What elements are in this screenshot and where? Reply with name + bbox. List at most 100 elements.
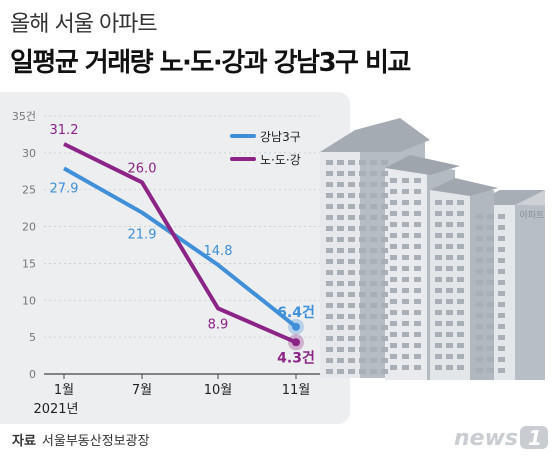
building-window [414, 222, 421, 227]
building-window [414, 211, 421, 216]
building-window [348, 248, 355, 253]
building-window [359, 204, 366, 209]
building-window [390, 255, 397, 260]
building-window [402, 277, 409, 282]
building-window [390, 299, 397, 304]
building-window [487, 247, 494, 252]
building-window [381, 226, 388, 231]
building-window [457, 365, 464, 370]
building-window [487, 368, 494, 373]
building-window [381, 248, 388, 253]
building-window [457, 310, 464, 315]
building-window [476, 291, 483, 296]
building-window [435, 266, 442, 271]
building-window [498, 258, 505, 263]
building-window [337, 215, 344, 220]
building-window [326, 314, 333, 319]
building-window [435, 343, 442, 348]
building-window [348, 325, 355, 330]
building-window [498, 247, 505, 252]
building-window [381, 369, 388, 374]
source-text: 서울부동산정보광장 [41, 434, 150, 449]
building-window [402, 200, 409, 205]
building-window [476, 302, 483, 307]
building-window [476, 214, 483, 219]
building-window [326, 292, 333, 297]
building-window [326, 270, 333, 275]
building-window [381, 204, 388, 209]
building-window [381, 303, 388, 308]
building-window [348, 336, 355, 341]
building-window [381, 270, 388, 275]
y-tick-label: 25 [22, 184, 36, 197]
building-window [370, 281, 377, 286]
building-window [498, 324, 505, 329]
building-window [390, 343, 397, 348]
building-window [457, 244, 464, 249]
building-window [487, 214, 494, 219]
building-window [359, 182, 366, 187]
building-window [359, 248, 366, 253]
building-window [476, 335, 483, 340]
building-window [487, 346, 494, 351]
building-window [414, 299, 421, 304]
building-window [337, 358, 344, 363]
building-window [359, 171, 366, 176]
building-window [370, 248, 377, 253]
y-tick-label: 20 [22, 221, 36, 234]
building-window [414, 266, 421, 271]
y-tick-label: 30 [22, 147, 36, 160]
data-label-gangnam: 21.9 [128, 228, 157, 243]
building-window [348, 171, 355, 176]
building-window [390, 321, 397, 326]
building-window [435, 255, 442, 260]
building-window [381, 171, 388, 176]
y-tick-label: 35건 [12, 110, 36, 123]
building-window [457, 332, 464, 337]
building-window [370, 369, 377, 374]
building-window [498, 313, 505, 318]
building-window [337, 182, 344, 187]
building-window [498, 357, 505, 362]
building-window [337, 237, 344, 242]
building-window [487, 324, 494, 329]
building-window [370, 182, 377, 187]
building-window [348, 281, 355, 286]
building-window [337, 204, 344, 209]
building-window [435, 222, 442, 227]
building-window [402, 244, 409, 249]
building-window [402, 178, 409, 183]
building-window [390, 288, 397, 293]
building-window [446, 343, 453, 348]
building-window [414, 354, 421, 359]
building-window [370, 336, 377, 341]
building-window [370, 215, 377, 220]
building-window [370, 314, 377, 319]
building-window [370, 303, 377, 308]
apartment-buildings-illustration: 아파트 [320, 118, 545, 380]
building-window [390, 233, 397, 238]
y-tick-label: 10 [22, 294, 36, 307]
building-window [348, 303, 355, 308]
building-window [381, 237, 388, 242]
news1-logo: news 1 [454, 426, 548, 451]
building-window [457, 277, 464, 282]
building-window [476, 247, 483, 252]
legend: 강남3구 노·도·강 [230, 130, 301, 167]
building-window [381, 314, 388, 319]
building-window [348, 358, 355, 363]
building-window [446, 299, 453, 304]
legend-label-gangnam: 강남3구 [260, 130, 301, 144]
building-window [476, 236, 483, 241]
building-window [326, 347, 333, 352]
building-window [402, 189, 409, 194]
building-window [487, 302, 494, 307]
building-window [337, 336, 344, 341]
series-line-gangnam [63, 166, 298, 329]
x-axis-sublabel: 2021년 [33, 402, 78, 417]
building-window [498, 269, 505, 274]
building-window [457, 288, 464, 293]
building-window [498, 291, 505, 296]
x-tick-label: 11월 [282, 383, 311, 398]
building-window [435, 288, 442, 293]
